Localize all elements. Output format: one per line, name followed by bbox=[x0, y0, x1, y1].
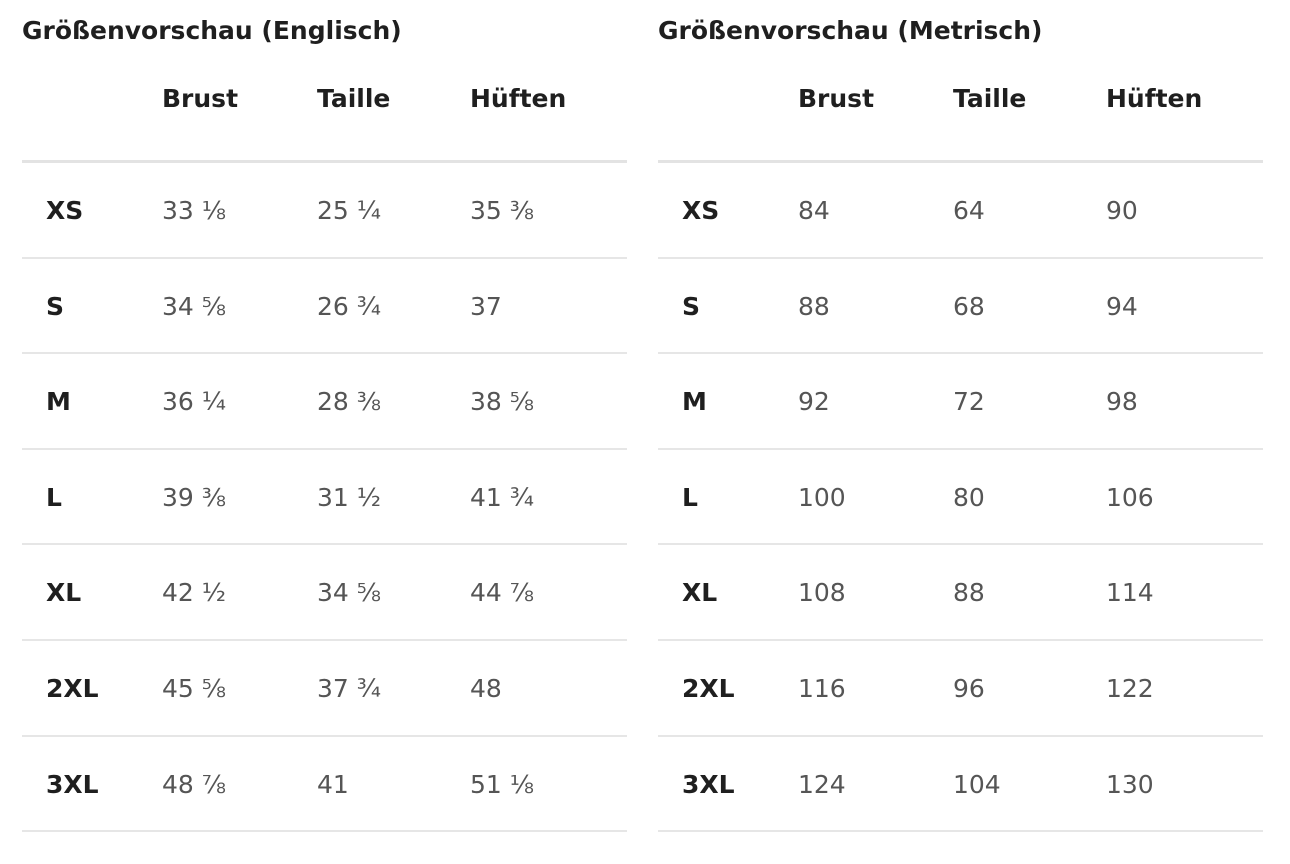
size-label: XS bbox=[682, 196, 720, 225]
table-row: M 92 72 98 bbox=[658, 354, 1263, 450]
column-header-chest: Brust bbox=[162, 84, 239, 113]
waist-value: 25 ¼ bbox=[317, 196, 381, 225]
column-header-row: Brust Taille Hüften bbox=[658, 84, 1263, 124]
waist-value: 80 bbox=[953, 482, 985, 512]
table-row: S 88 68 94 bbox=[658, 259, 1263, 355]
table-row: S 34 ⅝ 26 ¾ 37 bbox=[22, 259, 627, 355]
chest-value: 88 bbox=[798, 291, 830, 321]
size-label: XS bbox=[46, 196, 84, 225]
hips-value: 122 bbox=[1106, 673, 1154, 703]
waist-value: 64 bbox=[953, 196, 985, 225]
table-row: 2XL 116 96 122 bbox=[658, 641, 1263, 737]
size-label: 3XL bbox=[46, 769, 99, 799]
table-title: Größenvorschau (Metrisch) bbox=[658, 16, 1043, 45]
hips-value: 37 bbox=[470, 291, 502, 321]
size-label: M bbox=[46, 387, 71, 417]
column-header-chest: Brust bbox=[798, 84, 875, 113]
hips-value: 38 ⅝ bbox=[470, 387, 534, 417]
column-header-row: Brust Taille Hüften bbox=[22, 84, 627, 124]
hips-value: 35 ⅜ bbox=[470, 196, 534, 225]
header-divider bbox=[22, 160, 627, 163]
hips-value: 90 bbox=[1106, 196, 1138, 225]
waist-value: 37 ¾ bbox=[317, 673, 381, 703]
waist-value: 31 ½ bbox=[317, 482, 381, 512]
hips-value: 51 ⅛ bbox=[470, 769, 534, 799]
table-row: M 36 ¼ 28 ⅜ 38 ⅝ bbox=[22, 354, 627, 450]
waist-value: 34 ⅝ bbox=[317, 578, 381, 608]
chest-value: 84 bbox=[798, 196, 830, 225]
size-label: L bbox=[46, 482, 62, 512]
hips-value: 94 bbox=[1106, 291, 1138, 321]
chest-value: 34 ⅝ bbox=[162, 291, 226, 321]
column-header-waist: Taille bbox=[953, 84, 1027, 113]
hips-value: 48 bbox=[470, 673, 502, 703]
chest-value: 108 bbox=[798, 578, 846, 608]
size-label: S bbox=[46, 291, 65, 321]
waist-value: 41 bbox=[317, 769, 349, 799]
size-label: 2XL bbox=[682, 673, 735, 703]
chest-value: 36 ¼ bbox=[162, 387, 226, 417]
table-row: L 100 80 106 bbox=[658, 450, 1263, 546]
chest-value: 92 bbox=[798, 387, 830, 417]
table-row: L 39 ⅜ 31 ½ 41 ¾ bbox=[22, 450, 627, 546]
table-row: XL 42 ½ 34 ⅝ 44 ⅞ bbox=[22, 545, 627, 641]
chest-value: 116 bbox=[798, 673, 846, 703]
hips-value: 106 bbox=[1106, 482, 1154, 512]
table-row: XS 33 ⅛ 25 ¼ 35 ⅜ bbox=[22, 163, 627, 259]
hips-value: 114 bbox=[1106, 578, 1154, 608]
column-header-hips: Hüften bbox=[1106, 84, 1203, 113]
size-label: 2XL bbox=[46, 673, 99, 703]
size-label: 3XL bbox=[682, 769, 735, 799]
chest-value: 39 ⅜ bbox=[162, 482, 226, 512]
waist-value: 26 ¾ bbox=[317, 291, 381, 321]
header-divider bbox=[658, 160, 1263, 163]
waist-value: 28 ⅜ bbox=[317, 387, 381, 417]
chest-value: 33 ⅛ bbox=[162, 196, 226, 225]
hips-value: 130 bbox=[1106, 769, 1154, 799]
size-label: M bbox=[682, 387, 707, 417]
waist-value: 72 bbox=[953, 387, 985, 417]
table-row: 2XL 45 ⅝ 37 ¾ 48 bbox=[22, 641, 627, 737]
table-row: XL 108 88 114 bbox=[658, 545, 1263, 641]
column-header-hips: Hüften bbox=[470, 84, 567, 113]
size-label: XL bbox=[682, 578, 718, 608]
waist-value: 104 bbox=[953, 769, 1001, 799]
table-row: XS 84 64 90 bbox=[658, 163, 1263, 259]
chest-value: 48 ⅞ bbox=[162, 769, 226, 799]
table-body: XS 33 ⅛ 25 ¼ 35 ⅜ S 34 ⅝ 26 ¾ 37 M 36 ¼ 28 ⅜ 38 ⅝ L 3… bbox=[22, 163, 627, 833]
size-label: L bbox=[682, 482, 698, 512]
chest-value: 45 ⅝ bbox=[162, 673, 226, 703]
hips-value: 44 ⅞ bbox=[470, 578, 534, 608]
chest-value: 124 bbox=[798, 769, 846, 799]
size-label: XL bbox=[46, 578, 82, 608]
waist-value: 68 bbox=[953, 291, 985, 321]
hips-value: 98 bbox=[1106, 387, 1138, 417]
table-title: Größenvorschau (Englisch) bbox=[22, 16, 402, 45]
size-label: S bbox=[682, 291, 701, 321]
column-header-waist: Taille bbox=[317, 84, 391, 113]
table-row: 3XL 124 104 130 bbox=[658, 737, 1263, 833]
chest-value: 100 bbox=[798, 482, 846, 512]
hips-value: 41 ¾ bbox=[470, 482, 534, 512]
table-body: XS 84 64 90 S 88 68 94 M 92 72 98 L 100 80 106 XL 108 88 11… bbox=[658, 163, 1263, 833]
table-row: 3XL 48 ⅞ 41 51 ⅛ bbox=[22, 737, 627, 833]
waist-value: 96 bbox=[953, 673, 985, 703]
waist-value: 88 bbox=[953, 578, 985, 608]
chest-value: 42 ½ bbox=[162, 578, 226, 608]
